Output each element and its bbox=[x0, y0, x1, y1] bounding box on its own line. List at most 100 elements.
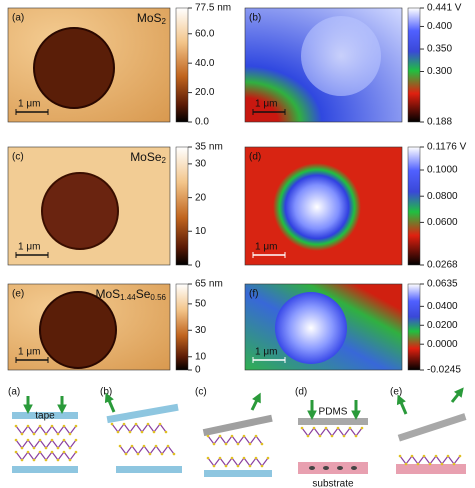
atom bbox=[39, 451, 42, 454]
substrate-label: substrate bbox=[312, 479, 354, 488]
colorbar-tick-label: 0.0000 bbox=[427, 339, 458, 350]
plate bbox=[204, 470, 272, 477]
monolayer bbox=[120, 446, 174, 454]
pit bbox=[309, 466, 315, 470]
schematic-label: (d) bbox=[295, 387, 307, 398]
atom bbox=[447, 455, 450, 458]
title-part: 0.56 bbox=[150, 293, 166, 302]
atom bbox=[27, 425, 30, 428]
colorbar-tick-label: 77.5 nm bbox=[195, 3, 231, 14]
atom bbox=[219, 457, 222, 460]
atom bbox=[255, 457, 258, 460]
atom bbox=[15, 439, 18, 442]
atom bbox=[349, 427, 352, 430]
pit bbox=[337, 466, 343, 470]
atom bbox=[125, 453, 128, 456]
atom bbox=[57, 433, 60, 436]
flake-hole bbox=[34, 28, 114, 108]
atom bbox=[325, 427, 328, 430]
colorbar-tick-label: 40.0 bbox=[195, 58, 215, 69]
atom bbox=[15, 425, 18, 428]
atom bbox=[231, 435, 234, 438]
atom bbox=[155, 445, 158, 448]
scale-bar-label: 1 μm bbox=[18, 242, 40, 253]
plate bbox=[203, 415, 273, 436]
pit bbox=[323, 466, 329, 470]
atom bbox=[117, 431, 120, 434]
panel-label: (b) bbox=[249, 13, 261, 24]
panel-label: (e) bbox=[12, 289, 24, 300]
atom bbox=[173, 453, 176, 456]
atom bbox=[399, 455, 402, 458]
hole-spot bbox=[301, 16, 381, 96]
atom bbox=[129, 431, 132, 434]
monolayer bbox=[112, 424, 166, 432]
atom bbox=[137, 453, 140, 456]
colorbar-tick-label: 35 nm bbox=[195, 142, 223, 153]
atom bbox=[453, 463, 456, 466]
schematic-label: (e) bbox=[390, 387, 402, 398]
atom bbox=[39, 439, 42, 442]
atom bbox=[417, 463, 420, 466]
scale-bar-label: 1 μm bbox=[255, 242, 277, 253]
atom bbox=[313, 427, 316, 430]
atom bbox=[165, 431, 168, 434]
title-part: Se bbox=[136, 287, 151, 301]
atom bbox=[63, 439, 66, 442]
atom bbox=[119, 445, 122, 448]
colorbar-tick-label: 0.350 bbox=[427, 44, 452, 55]
colorbar bbox=[176, 147, 188, 265]
flake-hole bbox=[42, 173, 118, 249]
colorbar-tick-label: 0.0600 bbox=[427, 217, 458, 228]
colorbar-tick-label: 10 bbox=[195, 351, 207, 362]
colorbar-tick-label: 0.400 bbox=[427, 21, 452, 32]
atom bbox=[69, 447, 72, 450]
colorbar-tick-label: 0.0268 bbox=[427, 260, 458, 271]
figure: (a)MoS21 μm77.5 nm60.040.020.00.0(b)1 μm… bbox=[0, 0, 475, 488]
panel-label: (d) bbox=[249, 152, 261, 163]
scale-bar-label: 1 μm bbox=[18, 99, 40, 110]
title-part: 1.44 bbox=[120, 293, 136, 302]
scale-bar-label: 1 μm bbox=[18, 347, 40, 358]
panel-label: (f) bbox=[249, 289, 258, 300]
colorbar bbox=[408, 284, 420, 370]
atom bbox=[243, 457, 246, 460]
atom bbox=[57, 447, 60, 450]
atom bbox=[39, 425, 42, 428]
colorbar-tick-label: 0 bbox=[195, 365, 201, 376]
colorbar-tick-label: 0.0635 bbox=[427, 279, 458, 290]
atom bbox=[69, 459, 72, 462]
atom bbox=[167, 445, 170, 448]
atom bbox=[149, 453, 152, 456]
substrate bbox=[298, 462, 368, 474]
colorbar-tick-label: -0.0245 bbox=[427, 365, 461, 376]
atom bbox=[249, 465, 252, 468]
colorbar-tick-label: 0.300 bbox=[427, 66, 452, 77]
colorbar-tick-label: 0.0800 bbox=[427, 191, 458, 202]
colorbar-tick-label: 60.0 bbox=[195, 28, 215, 39]
panel-label: (c) bbox=[12, 152, 24, 163]
title-part: MoS bbox=[95, 287, 120, 301]
colorbar-tick-label: 0.188 bbox=[427, 117, 452, 128]
atom bbox=[225, 465, 228, 468]
atom bbox=[63, 451, 66, 454]
atom bbox=[361, 427, 364, 430]
colorbar-tick-label: 30 bbox=[195, 159, 207, 170]
atom bbox=[15, 451, 18, 454]
atom bbox=[237, 465, 240, 468]
atom bbox=[33, 433, 36, 436]
atom bbox=[213, 443, 216, 446]
colorbar bbox=[408, 147, 420, 265]
title-part: MoSe bbox=[130, 150, 162, 164]
atom bbox=[123, 423, 126, 426]
atom bbox=[21, 433, 24, 436]
colorbar-tick-label: 0.441 V bbox=[427, 3, 462, 14]
atom bbox=[45, 459, 48, 462]
panel-title: MoSe2 bbox=[130, 150, 166, 165]
atom bbox=[307, 435, 310, 438]
atom bbox=[249, 443, 252, 446]
atom bbox=[337, 427, 340, 430]
atom bbox=[63, 425, 66, 428]
atom bbox=[33, 459, 36, 462]
atom bbox=[213, 465, 216, 468]
